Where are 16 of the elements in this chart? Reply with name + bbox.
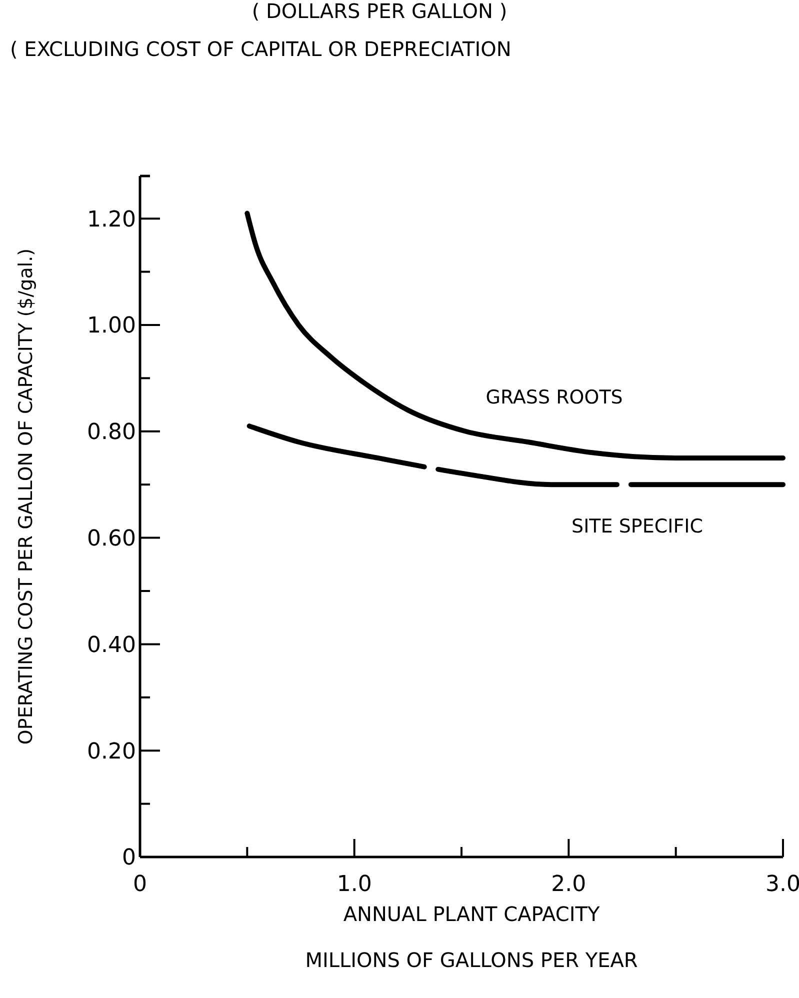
x-axis-title: ANNUAL PLANT CAPACITY MILLIONS OF GALLONS PER YEAR xyxy=(305,902,638,972)
y-tick-label: 0.60 xyxy=(87,526,136,552)
series-label: SITE SPECIFIC xyxy=(572,516,704,538)
y-axis-title: OPERATING COST PER GALLON OF CAPACITY ($/gal.) xyxy=(15,248,37,745)
y-tick-label: 1.00 xyxy=(87,314,136,339)
chart-title: ( DOLLARS PER GALLON ) xyxy=(252,0,508,23)
y-tick-label: 0.40 xyxy=(87,632,136,658)
chart-subtitle: ( EXCLUDING COST OF CAPITAL OR DEPRECIATION xyxy=(10,37,512,61)
y-tick-label: 0.20 xyxy=(87,739,136,764)
x-tick-label: 1.0 xyxy=(336,872,372,897)
y-tick-label: 0 xyxy=(122,846,136,871)
y-tick-label: 0.80 xyxy=(87,420,136,446)
series-label: GRASS ROOTS xyxy=(486,386,623,408)
x-tick-label: 3.0 xyxy=(766,872,799,897)
x-tick-label: 2.0 xyxy=(551,872,586,897)
y-tick-label: 1.20 xyxy=(87,207,136,232)
